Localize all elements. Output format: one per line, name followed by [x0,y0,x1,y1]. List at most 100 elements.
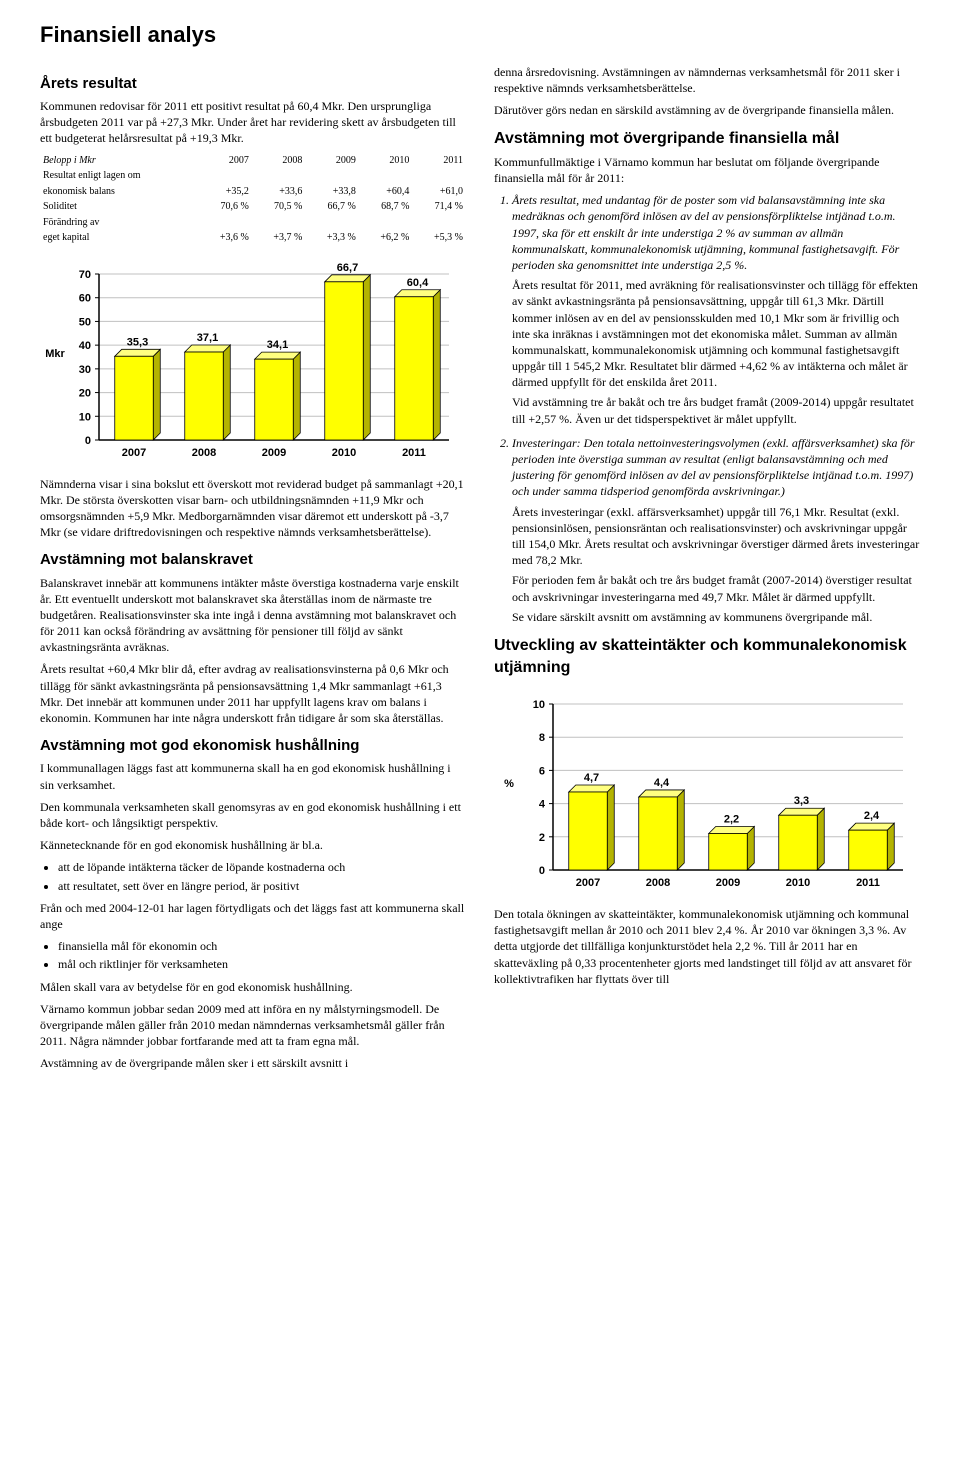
svg-text:2010: 2010 [786,877,810,889]
td: 68,7 % [359,199,413,215]
two-column-layout: Årets resultat Kommunen redovisar för 20… [40,64,920,1078]
para: Från och med 2004-12-01 har lagen förtyd… [40,900,466,932]
heading-skatteintakter: Utveckling av skatteintäkter och kommuna… [494,635,920,678]
para: Nämnderna visar i sina bokslut ett övers… [40,476,466,541]
svg-text:2: 2 [539,832,545,844]
heading-balanskrav: Avstämning mot balanskravet [40,550,466,570]
td: +35,2 [198,184,252,200]
para: Kännetecknande för en god ekonomisk hush… [40,837,466,853]
td: Soliditet [40,199,198,215]
svg-text:3,3: 3,3 [794,795,809,807]
para: Kommunfullmäktige i Värnamo kommun har b… [494,154,920,186]
goals-list: Årets resultat, med undantag för de post… [494,192,920,625]
svg-text:2011: 2011 [856,877,880,889]
svg-text:30: 30 [79,363,91,375]
td: +5,3 % [412,230,466,246]
para: Värnamo kommun jobbar sedan 2009 med att… [40,1001,466,1050]
bullet: att resultatet, sett över en längre peri… [58,878,466,894]
svg-text:40: 40 [79,340,91,352]
svg-text:2,2: 2,2 [724,814,739,826]
bullet: mål och riktlinjer för verksamheten [58,956,466,972]
th: 2008 [252,153,306,169]
svg-text:8: 8 [539,732,545,744]
bullet-list: finansiella mål för ekonomin och mål och… [40,938,466,972]
svg-text:2009: 2009 [716,877,740,889]
svg-text:34,1: 34,1 [267,339,288,351]
goal-2-body-c: Se vidare särskilt avsnitt om avstämning… [512,609,920,625]
td: Förändring av [40,215,198,231]
bullet: att de löpande intäkterna täcker de löpa… [58,859,466,875]
td: +3,3 % [305,230,359,246]
para: Därutöver görs nedan en särskild avstämn… [494,102,920,118]
th: 2010 [359,153,413,169]
svg-text:10: 10 [533,699,545,711]
td: 66,7 % [305,199,359,215]
svg-text:2009: 2009 [262,447,286,459]
td: +33,6 [252,184,306,200]
goal-2-italic: Investeringar: Den totala nettoinvesteri… [512,436,915,499]
para: Den kommunala verksamheten skall genomsy… [40,799,466,831]
svg-text:10: 10 [79,411,91,423]
svg-text:%: % [504,778,514,790]
svg-text:2007: 2007 [576,877,600,889]
page-title: Finansiell analys [40,20,920,50]
svg-text:2008: 2008 [192,447,216,459]
td: Resultat enligt lagen om [40,168,198,184]
svg-text:35,3: 35,3 [127,336,148,348]
svg-text:Mkr: Mkr [45,348,65,360]
svg-text:20: 20 [79,387,91,399]
td: +60,4 [359,184,413,200]
svg-text:0: 0 [85,435,91,447]
goal-1-body-a: Årets resultat för 2011, med avräkning f… [512,277,920,390]
td: +3,6 % [198,230,252,246]
para: I kommunallagen läggs fast att kommunern… [40,760,466,792]
para: Avstämning av de övergripande målen sker… [40,1055,466,1071]
td: 71,4 % [412,199,466,215]
td: eget kapital [40,230,198,246]
td: +3,7 % [252,230,306,246]
para: Balanskravet innebär att kommunens intäk… [40,575,466,656]
svg-text:70: 70 [79,269,91,281]
svg-text:0: 0 [539,865,545,877]
goal-2: Investeringar: Den totala nettoinvesteri… [512,435,920,625]
th: 2011 [412,153,466,169]
th: Belopp i Mkr [40,153,198,169]
td: 70,5 % [252,199,306,215]
goal-1: Årets resultat, med undantag för de post… [512,192,920,427]
svg-text:2011: 2011 [402,447,426,459]
svg-text:60,4: 60,4 [407,276,429,288]
goal-2-body-b: För perioden fem år bakåt och tre års bu… [512,572,920,604]
para: denna årsredovisning. Avstämningen av nä… [494,64,920,96]
heading-finansiella-mal: Avstämning mot övergripande finansiella … [494,128,920,150]
td: +33,8 [305,184,359,200]
svg-text:4,4: 4,4 [654,777,670,789]
para: Målen skall vara av betydelse för en god… [40,979,466,995]
para: Den totala ökningen av skatteintäkter, k… [494,906,920,987]
svg-text:50: 50 [79,316,91,328]
td: 70,6 % [198,199,252,215]
goal-2-body-a: Årets investeringar (exkl. affärsverksam… [512,504,920,569]
th: 2007 [198,153,252,169]
td: +61,0 [412,184,466,200]
svg-text:2007: 2007 [122,447,146,459]
goal-1-body-b: Vid avstämning tre år bakåt och tre års … [512,394,920,426]
chart-result-mkr: 010203040506070Mkr35,3200737,1200834,120… [40,256,466,466]
svg-text:66,7: 66,7 [337,261,358,273]
svg-text:2,4: 2,4 [864,810,880,822]
svg-text:37,1: 37,1 [197,332,218,344]
goal-1-italic: Årets resultat, med undantag för de post… [512,193,899,272]
para: Kommunen redovisar för 2011 ett positivt… [40,98,466,147]
para: Årets resultat +60,4 Mkr blir då, efter … [40,661,466,726]
bullet: finansiella mål för ekonomin och [58,938,466,954]
svg-text:2008: 2008 [646,877,670,889]
svg-text:4,7: 4,7 [584,772,599,784]
svg-text:2010: 2010 [332,447,356,459]
th: 2009 [305,153,359,169]
left-column: Årets resultat Kommunen redovisar för 20… [40,64,466,1078]
right-column: denna årsredovisning. Avstämningen av nä… [494,64,920,1078]
td: +6,2 % [359,230,413,246]
svg-text:4: 4 [539,799,546,811]
heading-resultat: Årets resultat [40,74,466,94]
chart-skatt-percent: 0246810%4,720074,420082,220093,320102,42… [494,686,920,896]
td: ekonomisk balans [40,184,198,200]
